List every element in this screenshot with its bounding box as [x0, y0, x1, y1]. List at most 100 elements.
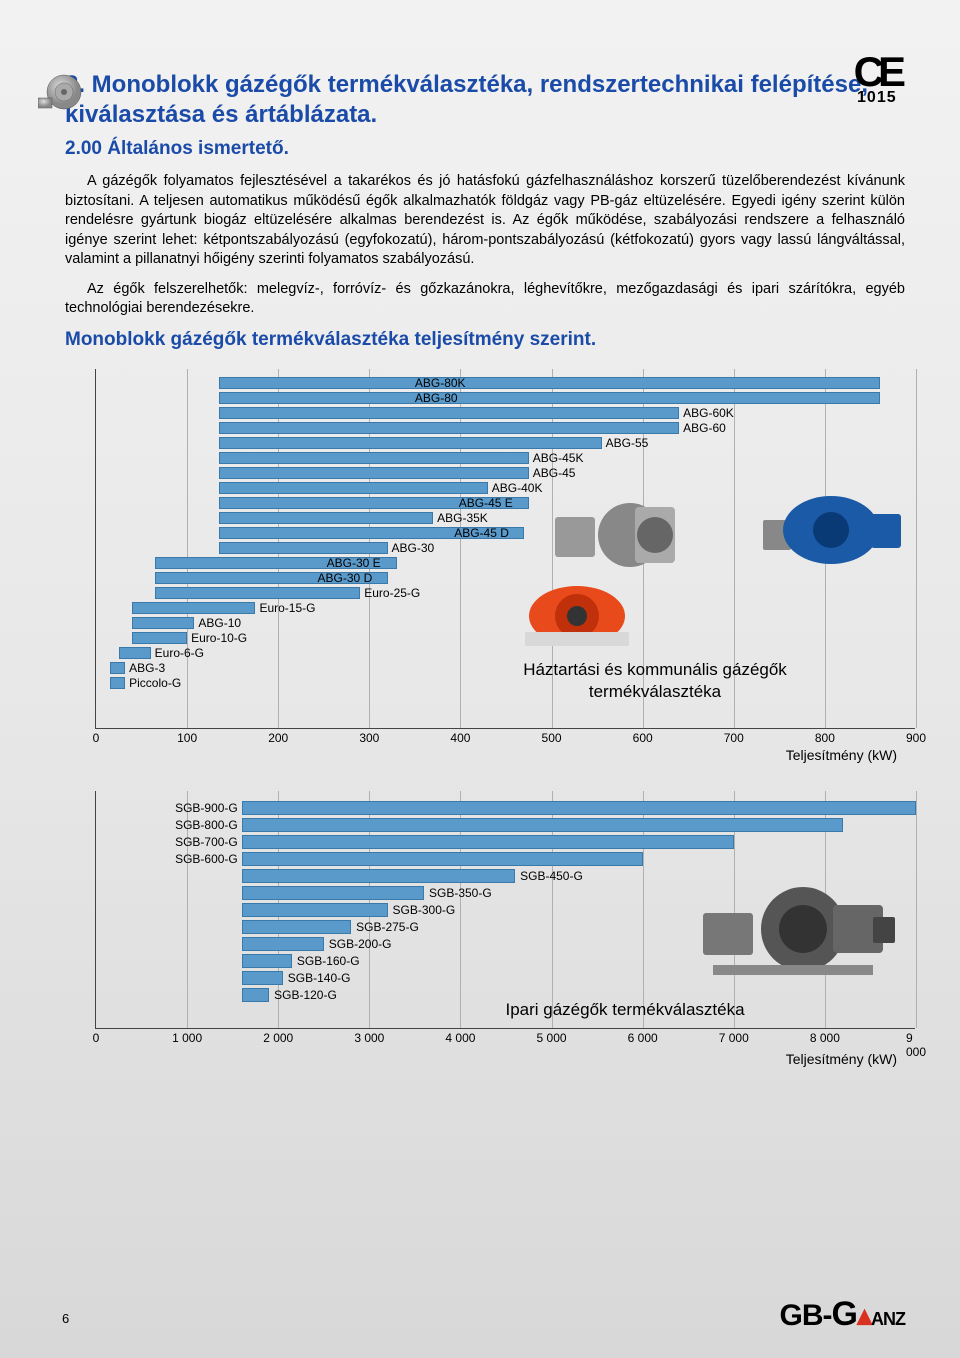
chart-1-xlabel: Teljesítmény (kW) [786, 747, 897, 763]
chart-1-tick: 700 [724, 731, 744, 745]
chart-1-bar-label: ABG-35K [437, 511, 488, 525]
chart-1-bar-label: Piccolo-G [129, 676, 181, 690]
chart-1-bar-label: Euro-15-G [259, 601, 315, 615]
chart-section-heading: Monoblokk gázégők termékválasztéka telje… [65, 329, 905, 351]
chart-2-bar-label: SGB-800-G [162, 818, 238, 832]
chart-1-bar [219, 542, 388, 554]
chart-1-bar [132, 602, 255, 614]
chart-2-tick: 4 000 [445, 1031, 475, 1045]
chart-2-bar [242, 937, 324, 951]
chart-1-bar [119, 647, 151, 659]
chart-1-bar-label: ABG-45 D [454, 526, 509, 540]
chart-1-bar-label: ABG-30 [392, 541, 435, 555]
blower-icon [38, 70, 86, 112]
ce-logo: CE [854, 55, 900, 89]
brand-gb: GB- [779, 1299, 831, 1332]
chart-2-bar-label: SGB-600-G [162, 852, 238, 866]
chart-1-bar [132, 617, 194, 629]
chart-2-bar [242, 920, 351, 934]
chart-2-tick: 9 000 [906, 1031, 926, 1059]
chart-2-bar-label: SGB-300-G [393, 903, 456, 917]
chart-1-bar-label: ABG-30 D [318, 571, 373, 585]
chart-1-bar-label: ABG-80K [415, 376, 466, 390]
chart-1-bar-label: ABG-55 [606, 436, 649, 450]
chart-2-bar-label: SGB-450-G [520, 869, 583, 883]
chart-2-bar [242, 988, 269, 1002]
chart-2-bar-label: SGB-900-G [162, 801, 238, 815]
chart-2-bar-label: SGB-140-G [288, 971, 351, 985]
chart-1-tick: 100 [177, 731, 197, 745]
chart-2-bar-label: SGB-275-G [356, 920, 419, 934]
burner-photo-3 [753, 484, 911, 576]
ce-mark: CE 1015 [854, 55, 900, 107]
chart-2-bar-label: SGB-700-G [162, 835, 238, 849]
chart-1-tick: 800 [815, 731, 835, 745]
chart-1-bar [219, 407, 679, 419]
chart-1-bar [219, 377, 880, 389]
chart-2-tick: 7 000 [719, 1031, 749, 1045]
brand-g: G [831, 1295, 856, 1333]
page-subtitle: 2.00 Általános ismertető. [65, 138, 905, 160]
chart-2-bar [242, 852, 643, 866]
chart-2-tick: 0 [93, 1031, 100, 1045]
chart-2-tick: 2 000 [263, 1031, 293, 1045]
chart-1-bar [219, 512, 433, 524]
chart-1-bar [219, 392, 880, 404]
chart-2-gridline [916, 791, 917, 1028]
chart-1-tick: 300 [359, 731, 379, 745]
chart-1-tick: 500 [542, 731, 562, 745]
brand-logo: GB-G▴ANZ [779, 1295, 905, 1334]
chart-2-bar-label: SGB-200-G [329, 937, 392, 951]
chart-1-gridline [187, 369, 188, 728]
burner-photo-1 [535, 487, 695, 582]
chart-1-bar-label: ABG-45 E [459, 496, 513, 510]
chart-1-tick: 900 [906, 731, 926, 745]
chart-2-xlabel: Teljesítmény (kW) [786, 1051, 897, 1067]
chart-2-bar [242, 818, 843, 832]
page-number: 6 [62, 1311, 69, 1326]
chart-1-bar-label: ABG-45K [533, 451, 584, 465]
intro-paragraph-2: Az égők felszerelhetők: melegvíz-, forró… [65, 280, 905, 319]
chart-2-bar [242, 835, 734, 849]
chart-1-bar-label: ABG-3 [129, 661, 165, 675]
chart-2-bar [242, 971, 283, 985]
chart-2-tick: 5 000 [537, 1031, 567, 1045]
chart-2-bar [242, 903, 388, 917]
chart-1-bar-label: Euro-25-G [364, 586, 420, 600]
chart-1-bar-label: ABG-30 E [327, 556, 381, 570]
chart-industrial: 01 0002 0003 0004 0005 0006 0007 0008 00… [75, 791, 905, 1029]
chart-1-bar-label: Euro-6-G [155, 646, 204, 660]
chart-1-bar-label: ABG-10 [198, 616, 241, 630]
chart-1-tick: 0 [93, 731, 100, 745]
chart-2-bar [242, 869, 515, 883]
chart-1-tick: 400 [450, 731, 470, 745]
ce-number: 1015 [854, 89, 900, 107]
chart-1-bar [155, 587, 360, 599]
chart-2-tick: 6 000 [628, 1031, 658, 1045]
chart-1-tick: 200 [268, 731, 288, 745]
burner-photo-4 [673, 873, 903, 983]
chart-1-bar [110, 662, 125, 674]
chart-1-bar [219, 452, 529, 464]
chart-1-bar-label: ABG-60 [683, 421, 726, 435]
chart-2-tick: 8 000 [810, 1031, 840, 1045]
chart-2-bar-label: SGB-350-G [429, 886, 492, 900]
chart-1-gridline [916, 369, 917, 728]
chart-1-bar-label: ABG-80 [415, 391, 458, 405]
chart-1-title: Háztartási és kommunális gázégők termékv… [495, 659, 815, 703]
chart-1-bar [219, 482, 488, 494]
chart-1-bar-label: Euro-10-G [191, 631, 247, 645]
page-title: 2. Monoblokk gázégők termékválasztéka, r… [65, 70, 905, 130]
chart-1-bar [219, 467, 529, 479]
chart-2-bar-label: SGB-120-G [274, 988, 337, 1002]
burner-photo-2 [515, 574, 640, 654]
intro-paragraph-1: A gázégők folyamatos fejlesztésével a ta… [65, 172, 905, 270]
chart-household: 0100200300400500600700800900ABG-80KABG-8… [75, 369, 905, 729]
chart-2-tick: 1 000 [172, 1031, 202, 1045]
chart-2-bar-label: SGB-160-G [297, 954, 360, 968]
chart-2-bar [242, 886, 424, 900]
brand-anz: ANZ [871, 1309, 905, 1329]
chart-1-bar [110, 677, 125, 689]
chart-1-tick: 600 [633, 731, 653, 745]
chart-1-bar [132, 632, 187, 644]
